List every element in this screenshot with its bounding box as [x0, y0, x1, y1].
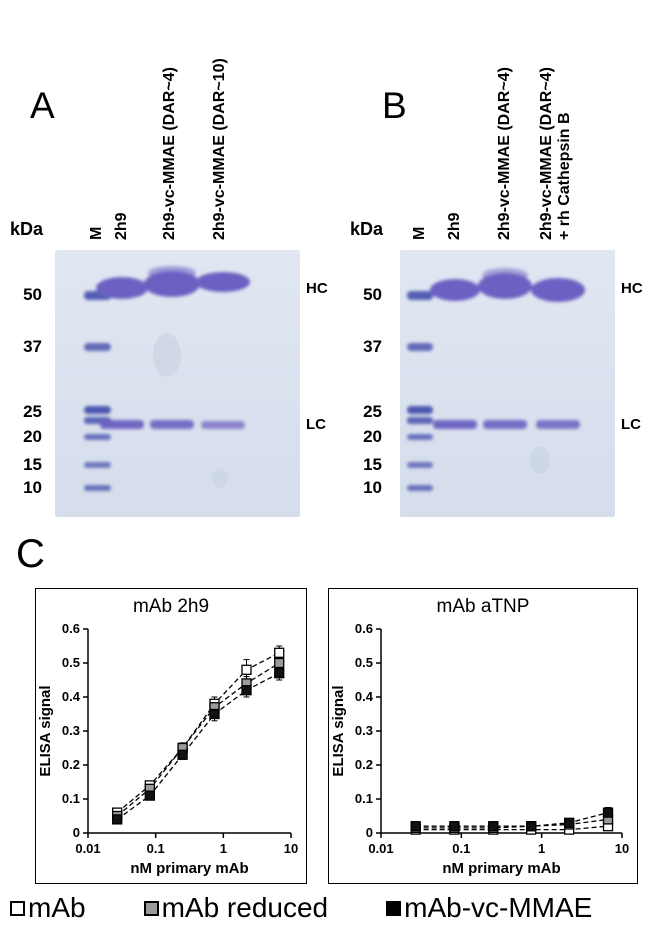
lane-label-marker-a: M [88, 226, 105, 240]
legend-item-mab-reduced: mAb reduced [143, 892, 329, 924]
svg-text:0.01: 0.01 [368, 841, 393, 856]
legend-label-mab-vc-mmae: mAb-vc-MMAE [404, 892, 593, 923]
svg-text:0: 0 [366, 825, 373, 840]
lane-label-dar4-cathepsin-line1: 2h9-vc-MMAE (DAR~4) [538, 67, 555, 240]
elisa-chart-2h9: 0 0.1 0.2 0.3 0.4 0.5 0.6 0.01 0.1 1 10 ELISA signa… [38, 621, 298, 877]
gel-image-panel-b [400, 250, 615, 517]
svg-text:ELISA signal: ELISA signal [38, 685, 54, 776]
svg-text:0.4: 0.4 [62, 689, 81, 704]
mab-marker-icon [10, 900, 25, 916]
svg-text:0: 0 [73, 825, 80, 840]
lane-label-marker-b: M [411, 226, 428, 240]
lane-label-dar10-a: 2h9-vc-MMAE (DAR~10) [211, 58, 228, 240]
svg-text:nM primary mAb: nM primary mAb [130, 860, 248, 877]
gel-image-panel-a [55, 250, 300, 517]
legend-item-mab: mAb [10, 892, 86, 924]
lc-label-a: LC [306, 416, 326, 433]
svg-text:0.4: 0.4 [355, 689, 374, 704]
mab-reduced-marker-icon [143, 900, 159, 916]
mw-label-20-b: 20 [363, 427, 382, 446]
svg-text:10: 10 [615, 841, 629, 856]
elisa-chart-box-atnp: mAb aTNP 0 0.1 0.2 0.3 0.4 0.5 0.6 0.01 0.1 1 10 EL… [328, 588, 638, 884]
hc-label-a: HC [306, 280, 328, 297]
mw-label-37-a: 37 [23, 337, 42, 356]
mw-label-10-b: 10 [363, 478, 382, 497]
svg-text:0.2: 0.2 [355, 757, 373, 772]
panel-a-kda-label: kDa [10, 219, 44, 239]
chart-title-atnp: mAb aTNP [436, 596, 530, 617]
mw-label-25-a: 25 [23, 402, 42, 421]
svg-text:0.6: 0.6 [355, 621, 373, 636]
svg-text:0.01: 0.01 [75, 841, 100, 856]
mw-label-25-b: 25 [363, 402, 382, 421]
svg-text:0.1: 0.1 [452, 841, 470, 856]
lane-label-dar4-cathepsin-line2: + rh Cathepsin B [556, 112, 573, 240]
panel-c-letter: C [16, 532, 45, 576]
svg-text:0.2: 0.2 [62, 757, 80, 772]
legend-item-mab-vc-mmae: mAb-vc-MMAE [386, 892, 592, 924]
mw-label-15-a: 15 [23, 455, 42, 474]
svg-text:nM primary mAb: nM primary mAb [442, 860, 560, 877]
lane-label-2h9-b: 2h9 [446, 212, 463, 240]
mw-label-15-b: 15 [363, 455, 382, 474]
mw-label-20-a: 20 [23, 427, 42, 446]
svg-text:0.1: 0.1 [355, 791, 373, 806]
mw-label-50-b: 50 [363, 285, 382, 304]
svg-text:0.5: 0.5 [355, 655, 373, 670]
panel-b-kda-label: kDa [350, 219, 384, 239]
svg-text:0.1: 0.1 [62, 791, 80, 806]
svg-text:10: 10 [284, 841, 298, 856]
hc-label-b: HC [621, 280, 643, 297]
svg-text:0.6: 0.6 [62, 621, 80, 636]
legend-label-mab: mAb [28, 892, 86, 923]
mw-label-10-a: 10 [23, 478, 42, 497]
elisa-chart-box-2h9: mAb 2h9 0 0.1 0.2 0.3 0.4 0.5 0.6 0.01 0.1 1 10 ELI… [35, 588, 307, 884]
mw-label-37-b: 37 [363, 337, 382, 356]
lane-label-dar4-a: 2h9-vc-MMAE (DAR~4) [161, 67, 178, 240]
lc-label-b: LC [621, 416, 641, 433]
lane-label-2h9-a: 2h9 [113, 212, 130, 240]
svg-text:0.1: 0.1 [147, 841, 165, 856]
lane-label-dar4-b: 2h9-vc-MMAE (DAR~4) [496, 67, 513, 240]
svg-text:0.5: 0.5 [62, 655, 80, 670]
panel-b-letter: B [382, 85, 407, 126]
figure-legend: mAb mAb reduced mAb-vc-MMAE [10, 892, 650, 924]
mw-label-50-a: 50 [23, 285, 42, 304]
chart-title-2h9: mAb 2h9 [132, 596, 210, 617]
mab-vc-mmae-marker-icon [386, 900, 402, 916]
svg-text:ELISA signal: ELISA signal [331, 685, 347, 776]
svg-text:1: 1 [220, 841, 227, 856]
svg-text:0.3: 0.3 [62, 723, 80, 738]
legend-label-mab-reduced: mAb reduced [161, 892, 329, 923]
svg-text:1: 1 [538, 841, 545, 856]
elisa-chart-atnp: 0 0.1 0.2 0.3 0.4 0.5 0.6 0.01 0.1 1 10 ELISA signa… [331, 621, 629, 877]
panel-a-letter: A [30, 85, 55, 126]
svg-text:0.3: 0.3 [355, 723, 373, 738]
